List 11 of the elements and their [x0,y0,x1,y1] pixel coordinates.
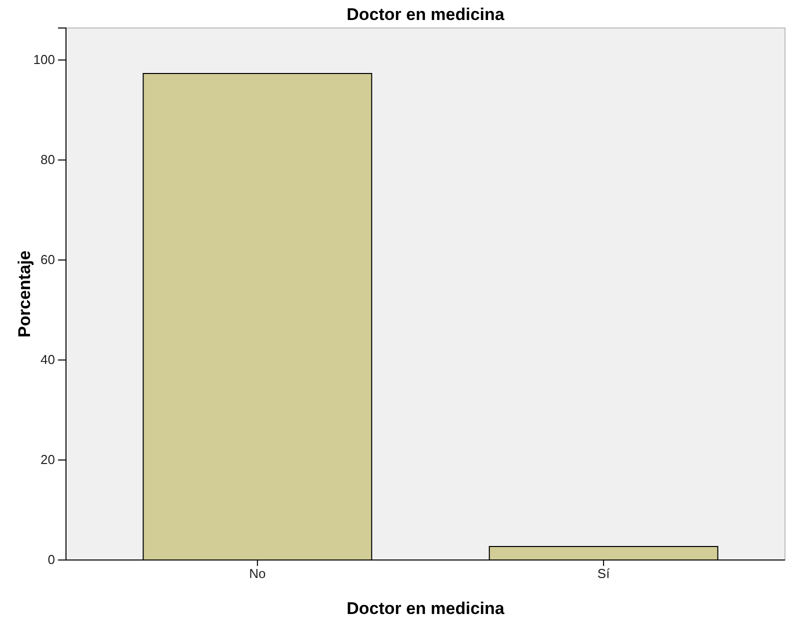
x-axis-title: Doctor en medicina [346,599,505,618]
y-tick-label: 100 [33,52,55,68]
chart-title: Doctor en medicina [346,5,505,24]
y-axis-title: Porcentaje [15,250,34,338]
y-tick-label: 0 [48,552,55,568]
y-tick-label: 60 [40,252,55,268]
y-tick-label: 80 [40,152,55,168]
y-tick-label: 20 [40,452,55,468]
y-tick-label: 40 [40,352,55,368]
x-tick-label: Sí [597,566,610,582]
x-tick-label: No [249,566,266,582]
